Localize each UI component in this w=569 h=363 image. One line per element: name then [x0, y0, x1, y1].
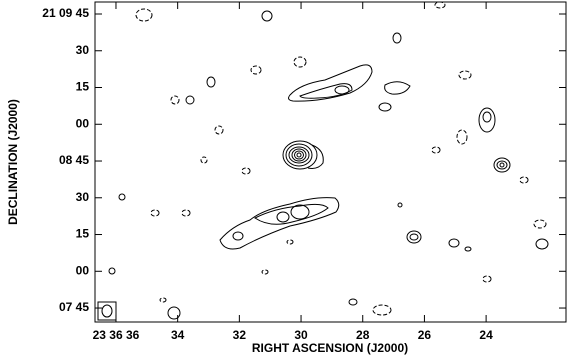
beam: [97, 301, 117, 321]
x-axis-label: RIGHT ASCENSION (J2000): [252, 341, 408, 355]
x-tick-label: 30: [294, 328, 308, 342]
x-tick-label: 32: [233, 328, 247, 342]
contours: [108, 1, 549, 320]
y-axis-label: DECLINATION (J2000): [6, 99, 20, 225]
y-tick-label: 15: [76, 80, 90, 94]
y-tick-label: 15: [76, 227, 90, 241]
y-tick-label: 00: [76, 116, 90, 130]
y-tick-label: 30: [76, 43, 90, 57]
y-tick-label: 08 45: [59, 153, 89, 167]
y-tick-label: 21 09 45: [42, 6, 89, 20]
y-tick-label: 00: [76, 263, 90, 277]
y-tick-label: 30: [76, 190, 90, 204]
x-tick-label: 28: [356, 328, 370, 342]
plot-frame: [94, 1, 567, 323]
x-tick-label: 26: [418, 328, 432, 342]
x-tick-label: 23 36 36: [93, 328, 140, 342]
x-tick-label: 34: [171, 328, 185, 342]
y-tick-label: 07 45: [59, 300, 89, 314]
x-tick-label: 24: [479, 328, 493, 342]
